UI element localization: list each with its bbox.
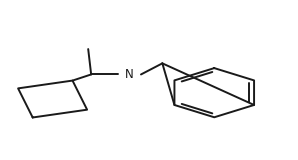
Text: N: N (125, 68, 134, 81)
